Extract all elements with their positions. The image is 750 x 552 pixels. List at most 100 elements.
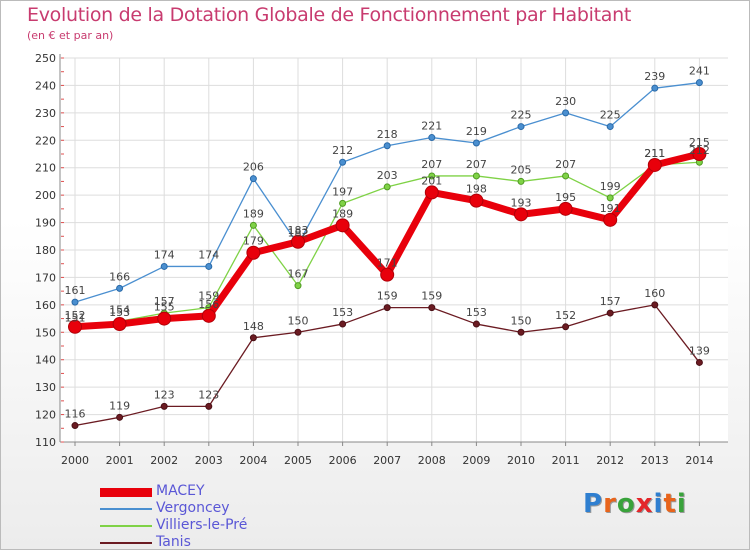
data-label: 182 [288,227,309,240]
legend-item: Vergoncey [100,500,360,518]
x-tick-label: 2009 [462,454,490,467]
data-label: 171 [377,257,398,270]
y-tick-label: 130 [35,381,56,394]
data-label: 161 [65,284,86,297]
data-label: 189 [332,207,353,220]
data-label: 189 [243,207,264,220]
data-point [160,262,168,270]
data-label: 197 [332,185,353,198]
data-label: 159 [198,290,219,303]
data-label: 148 [243,320,264,333]
data-point [424,185,439,200]
data-point [692,147,707,161]
data-label: 219 [466,125,487,138]
data-label: 195 [555,191,576,204]
data-label: 206 [243,161,264,174]
data-point [514,207,528,222]
data-label: 225 [600,109,621,122]
data-point [606,194,614,202]
data-point [428,304,436,312]
data-label: 203 [377,169,398,182]
y-tick-label: 250 [35,52,56,65]
data-label: 166 [109,270,130,283]
legend-label: Villiers-le-Pré [156,517,248,533]
logo-letter: i [676,489,687,519]
x-tick-label: 2005 [284,454,312,467]
data-point [205,402,213,410]
data-label: 191 [600,202,621,215]
data-point [428,134,436,142]
data-point [339,320,347,328]
logo-letter: P [583,489,604,519]
y-tick-label: 210 [35,162,56,175]
data-point [562,172,570,180]
logo-letter: o [616,489,636,519]
data-point [249,175,257,183]
data-point [205,262,213,270]
data-point [160,402,168,410]
chart-title: Evolution de la Dotation Globale de Fonc… [27,4,632,26]
x-tick-label: 2007 [373,454,401,467]
data-point [469,193,484,208]
data-point [695,358,703,366]
data-label: 157 [154,295,175,308]
y-tick-label: 110 [35,436,56,449]
logo-letter: x [635,489,654,519]
data-label: 201 [421,174,442,187]
data-label: 152 [555,309,576,322]
data-label: 167 [288,268,309,281]
data-label: 183 [288,224,309,237]
data-point [472,172,480,180]
data-point [249,221,257,229]
legend-item: MACEY [100,483,360,501]
x-tick-label: 2010 [507,454,535,467]
data-point [339,199,347,207]
data-label: 218 [377,128,398,141]
data-label: 150 [511,314,532,327]
data-point [335,218,350,233]
data-point [606,309,614,317]
data-label: 207 [466,158,487,171]
data-point [517,328,525,336]
data-label: 152 [65,309,86,322]
y-tick-label: 220 [35,134,56,147]
legend-item: Tanis [100,534,360,552]
data-label: 174 [198,248,219,261]
data-point [517,123,525,131]
x-tick-label: 2012 [596,454,624,467]
data-label: 159 [421,290,442,303]
data-point [116,284,124,292]
legend-label: Tanis [156,534,191,550]
x-tick-label: 2004 [239,454,267,467]
legend-swatch [100,525,152,527]
data-label: 174 [154,248,175,261]
data-label: 159 [377,290,398,303]
data-label: 160 [644,287,665,300]
data-label: 153 [466,306,487,319]
data-label: 153 [109,306,130,319]
y-tick-label: 150 [35,326,56,339]
data-point [112,317,127,332]
data-point [517,177,525,185]
x-tick-label: 2001 [106,454,134,467]
logo-letter: r [603,489,617,519]
data-label: 241 [689,65,710,78]
data-label: 212 [689,144,710,157]
data-label: 198 [466,183,487,196]
data-label: 207 [421,158,442,171]
data-point [294,328,302,336]
data-point [651,84,659,92]
data-label: 212 [332,144,353,157]
data-point [294,282,302,290]
data-label: 230 [555,95,576,108]
data-label: 221 [421,120,442,133]
data-point [383,304,391,312]
data-label: 119 [109,399,130,412]
data-point [603,212,618,227]
data-label: 193 [511,196,532,209]
legend-label: Vergoncey [156,500,230,516]
data-point [558,201,573,216]
y-tick-label: 120 [35,409,56,422]
data-point [647,157,662,172]
data-point [562,109,570,117]
